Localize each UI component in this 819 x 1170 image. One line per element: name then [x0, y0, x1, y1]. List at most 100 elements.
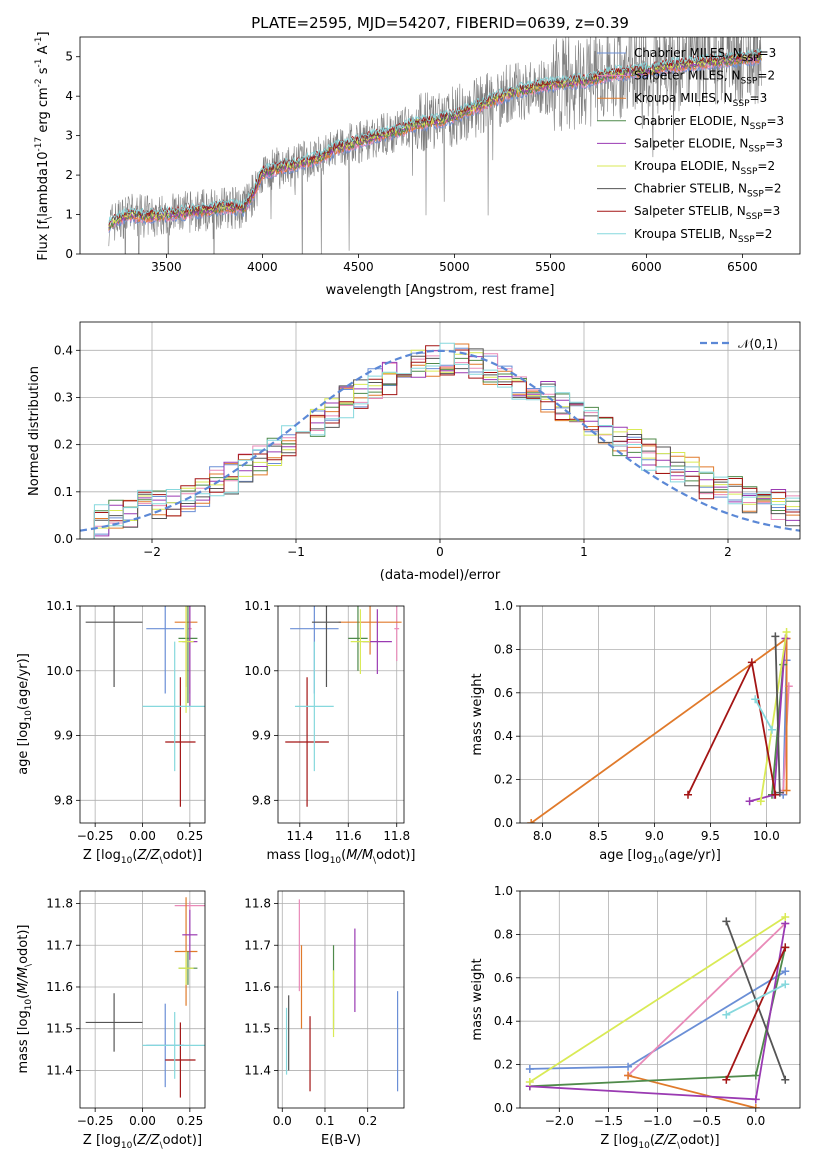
zage-ytick-label: 10.0: [46, 664, 73, 678]
residuals-xtick-label: −1: [287, 545, 305, 559]
massage-xtick-label: 11.8: [383, 829, 410, 843]
ageweight-weight-marker: [756, 797, 765, 806]
ageweight-weight-marker: [768, 725, 776, 734]
zage-frame: [79, 605, 206, 824]
spectrum-model-line: [108, 48, 762, 224]
ebvmass-frame: [277, 890, 405, 1109]
residuals-xtick-label: 1: [580, 545, 588, 559]
zweight-xtick-label: −1.5: [594, 1114, 623, 1128]
ageweight-weight-line: [759, 631, 788, 802]
ageweight-weight-marker: [775, 788, 784, 797]
massage-xtick-label: 11.6: [335, 829, 362, 843]
massage-ytick-label: 9.9: [252, 729, 271, 743]
ageweight-axes: [516, 605, 800, 827]
ageweight-xtick-label: 9.5: [701, 829, 720, 843]
residuals-xtick-label: −2: [143, 545, 161, 559]
zweight-weight-marker: [624, 1062, 633, 1071]
zweight-weight-marker: [781, 913, 790, 922]
ageweight-xlabel: age [log10​(age/yr)]: [599, 848, 721, 866]
massage-ytick-label: 9.8: [252, 793, 271, 807]
spectrum-ytick-label: 3: [65, 129, 73, 143]
residuals-ytick-label: 0.0: [54, 532, 73, 546]
ebvmass-plot-area: [285, 899, 399, 1092]
zweight-xtick-label: 0.0: [746, 1114, 765, 1128]
ageweight-ytick-label: 0.4: [494, 729, 513, 743]
zweight-weight-marker: [781, 967, 790, 976]
massage-ytick-label: 10.1: [244, 599, 271, 613]
spectrum-xtick-label: 4500: [343, 260, 374, 274]
zweight-weight-line: [725, 983, 786, 1016]
zweight-xtick-label: −0.5: [692, 1114, 721, 1128]
residuals-ytick-label: 0.1: [54, 485, 73, 499]
zmass-xtick-label: 0.25: [176, 1114, 203, 1128]
zweight-xlabel: Z [log10​(Z/Z\​odot)]: [600, 1133, 719, 1151]
ebvmass-ytick-label: 11.6: [244, 980, 271, 994]
spectrum-axes: [76, 37, 762, 258]
spectrum-ylabel: Flux [f\​lambda10-17​ erg cm-2​ s-1​ A-1…: [34, 31, 54, 260]
ageweight-weight-marker: [771, 632, 780, 641]
zweight-frame: [519, 890, 801, 1109]
zweight-weight-marker: [751, 1071, 760, 1080]
ebvmass-ytick-label: 11.8: [244, 897, 271, 911]
ageweight-weight-marker: [684, 790, 692, 799]
massage-xlabel: mass [log10​(M/M\​odot)]: [266, 848, 415, 866]
zage-ytick-label: 9.8: [54, 793, 73, 807]
zmass-plot-area: [85, 897, 205, 1098]
residuals-hist-line: [80, 342, 800, 539]
ageweight-weight-line: [754, 698, 773, 731]
zweight-weight-marker: [525, 1077, 534, 1086]
zmass-axes: [76, 891, 205, 1112]
zage-xtick-label: 0.25: [176, 829, 203, 843]
zweight-weight-marker: [722, 1075, 731, 1084]
zweight-weight-marker: [781, 980, 790, 989]
spectrum-legend-label: Chabrier STELIB, NSSP​=2: [634, 182, 782, 200]
ageweight-weight-line: [530, 636, 788, 823]
residuals-xlabel: (data-model)/error: [380, 568, 501, 583]
spectrum-legend-label: Salpeter MILES, NSSP​=2: [634, 69, 775, 87]
zweight-weight-line: [627, 922, 786, 1077]
zweight-ytick-label: 0.8: [494, 927, 513, 941]
spectrum-ytick-label: 4: [65, 89, 73, 103]
ageweight-xtick-label: 10.0: [753, 829, 780, 843]
zweight-ytick-label: 0.0: [494, 1101, 513, 1115]
massage-plot-area: [285, 606, 402, 807]
zmass-ytick-label: 11.7: [46, 938, 73, 952]
spectrum-xtick-label: 4000: [247, 260, 278, 274]
residuals-xtick-label: 0: [436, 545, 444, 559]
spectrum-ytick-label: 5: [65, 50, 73, 64]
zweight-weight-marker: [751, 1095, 760, 1104]
ageweight-ytick-label: 0.2: [494, 773, 513, 787]
zmass-xlabel: Z [log10​(Z/Z\​odot)]: [83, 1133, 202, 1151]
zage-xlabel: Z [log10​(Z/Z\​odot)]: [83, 848, 202, 866]
ageweight-xtick-label: 8.5: [589, 829, 608, 843]
zweight-weight-marker: [525, 1064, 534, 1073]
spectrum-xtick-label: 6500: [727, 260, 758, 274]
spectrum-ytick-label: 1: [65, 208, 73, 222]
residuals-ytick-label: 0.3: [54, 390, 73, 404]
residuals-ytick-label: 0.4: [54, 343, 73, 357]
ageweight-xtick-label: 8.0: [533, 829, 552, 843]
zweight-weight-line: [529, 916, 786, 1083]
spectrum-title: PLATE=2595, MJD=54207, FIBERID=0639, z=0…: [251, 14, 629, 32]
zmass-ytick-label: 11.5: [46, 1022, 73, 1036]
spectrum-xtick-label: 5500: [535, 260, 566, 274]
residuals-frame: [79, 321, 801, 540]
ageweight-weight-line: [687, 659, 777, 796]
massage-ytick-label: 10.0: [244, 664, 271, 678]
zage-ytick-label: 10.1: [46, 599, 73, 613]
zweight-weight-marker: [781, 943, 790, 952]
ebvmass-xtick-label: 0.2: [358, 1114, 377, 1128]
zweight-ytick-label: 0.6: [494, 971, 513, 985]
zmass-ylabel: mass [log10​(M/M\​odot)]: [16, 924, 34, 1073]
ebvmass-axes: [274, 891, 404, 1112]
spectrum-legend-label: Salpeter STELIB, NSSP​=3: [634, 204, 780, 222]
zage-ytick-label: 9.9: [54, 729, 73, 743]
massage-xtick-label: 11.4: [286, 829, 313, 843]
zweight-weight-line: [725, 921, 787, 1081]
zweight-weight-marker: [722, 917, 731, 926]
zmass-xtick-label: −0.25: [77, 1114, 114, 1128]
ageweight-weight-marker: [527, 819, 536, 823]
ageweight-frame: [519, 605, 801, 824]
zweight-plot-area: [525, 913, 790, 1108]
